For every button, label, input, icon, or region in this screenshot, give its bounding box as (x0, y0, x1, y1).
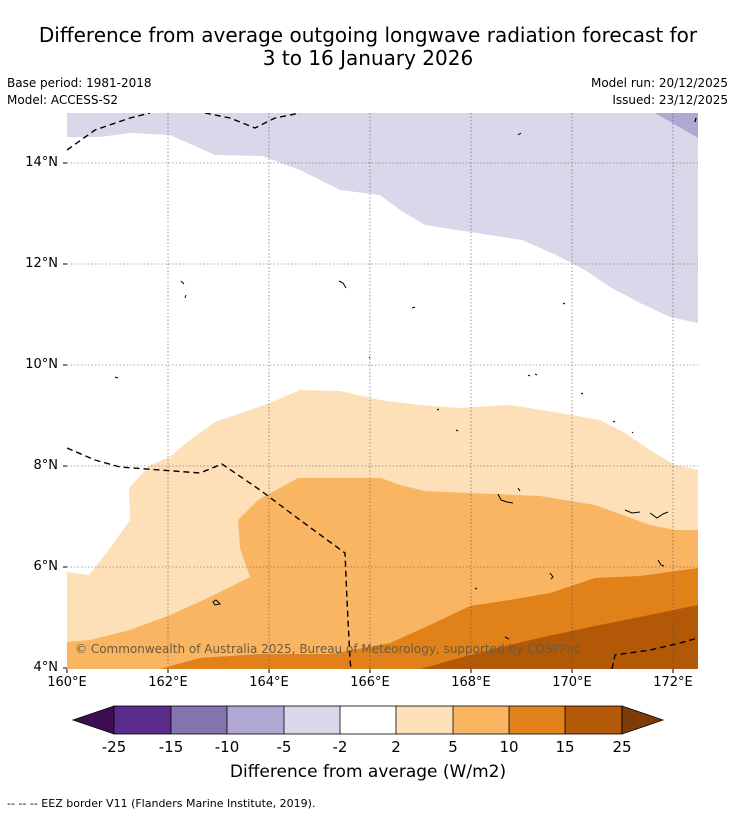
colorbar-bin-6 (396, 706, 453, 734)
x-tick-label: 162°E (148, 675, 188, 690)
colorbar-bin-8 (509, 706, 565, 734)
colorbar-label: -25 (101, 738, 127, 756)
band-minus-5-to-minus-2 (67, 113, 698, 323)
colorbar-label: -5 (276, 738, 292, 756)
colorbar (71, 705, 665, 735)
y-tick-label: 14°N (25, 155, 58, 170)
chart-title-line-1: Difference from average outgoing longwav… (38, 23, 698, 47)
y-tick-label: 6°N (33, 559, 59, 574)
colorbar-bin-2 (171, 706, 227, 734)
colorbar-bin-5 (340, 706, 396, 734)
band-15-to-25 (420, 605, 698, 669)
y-tick-label: 12°N (25, 256, 58, 271)
band-minus-10-to-minus-5 (655, 113, 698, 138)
colorbar-label: 5 (448, 738, 458, 756)
map-area (67, 113, 698, 669)
axis-ticks (63, 162, 674, 673)
x-tick-label: 164°E (249, 675, 289, 690)
colorbar-label: 2 (391, 738, 401, 756)
colorbar-label: 15 (555, 738, 575, 756)
colorbar-label: 25 (612, 738, 632, 756)
colorbar-label: -10 (214, 738, 240, 756)
colorbar-label: -2 (332, 738, 348, 756)
colorbar-below (71, 705, 115, 735)
eez-border (67, 113, 698, 669)
islands (114, 132, 669, 640)
x-tick-label: 168°E (451, 675, 491, 690)
gridlines (67, 113, 698, 669)
colorbar-bin-9 (565, 706, 622, 734)
colorbar-bin-7 (453, 706, 509, 734)
base-period: Base period: 1981-2018 (7, 76, 152, 90)
colorbar-above (621, 705, 665, 735)
colorbar-bin-1 (114, 706, 171, 734)
model-run: Model run: 20/12/2025 (590, 76, 728, 90)
x-tick-label: 160°E (47, 675, 87, 690)
y-tick-label: 4°N (33, 660, 59, 675)
colorbar-bin-4 (284, 706, 340, 734)
copyright-notice: © Commonwealth of Australia 2025, Bureau… (75, 642, 581, 656)
colorbar-title: Difference from average (W/m2) (229, 762, 507, 782)
chart-title-line-2: 3 to 16 January 2026 (262, 46, 474, 70)
footer-eez-note: -- -- -- EEZ border V11 (Flanders Marine… (7, 797, 316, 810)
y-tick-label: 8°N (33, 458, 59, 473)
colorbar-bin-3 (227, 706, 284, 734)
y-tick-label: 10°N (25, 357, 58, 372)
colorbar-label: 10 (499, 738, 519, 756)
x-tick-label: 170°E (552, 675, 592, 690)
model-name: Model: ACCESS-S2 (7, 93, 119, 107)
issued-date: Issued: 23/12/2025 (612, 93, 728, 107)
x-tick-label: 172°E (653, 675, 693, 690)
colorbar-label: -15 (158, 738, 184, 756)
x-tick-label: 166°E (350, 675, 390, 690)
